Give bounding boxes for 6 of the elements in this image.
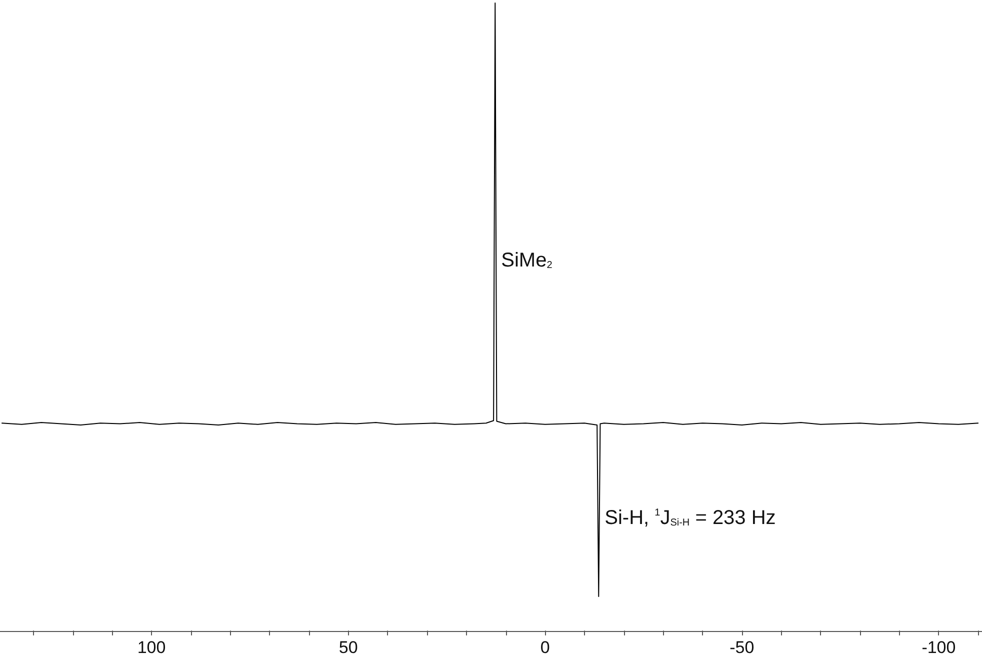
x-tick-label: 100	[137, 638, 166, 657]
x-tick-label: 50	[338, 638, 358, 657]
x-tick-label: -100	[922, 638, 956, 657]
annotation: SiMe2	[501, 249, 553, 272]
x-tick-label: -50	[730, 638, 754, 657]
x-tick-label: 0	[540, 638, 550, 657]
